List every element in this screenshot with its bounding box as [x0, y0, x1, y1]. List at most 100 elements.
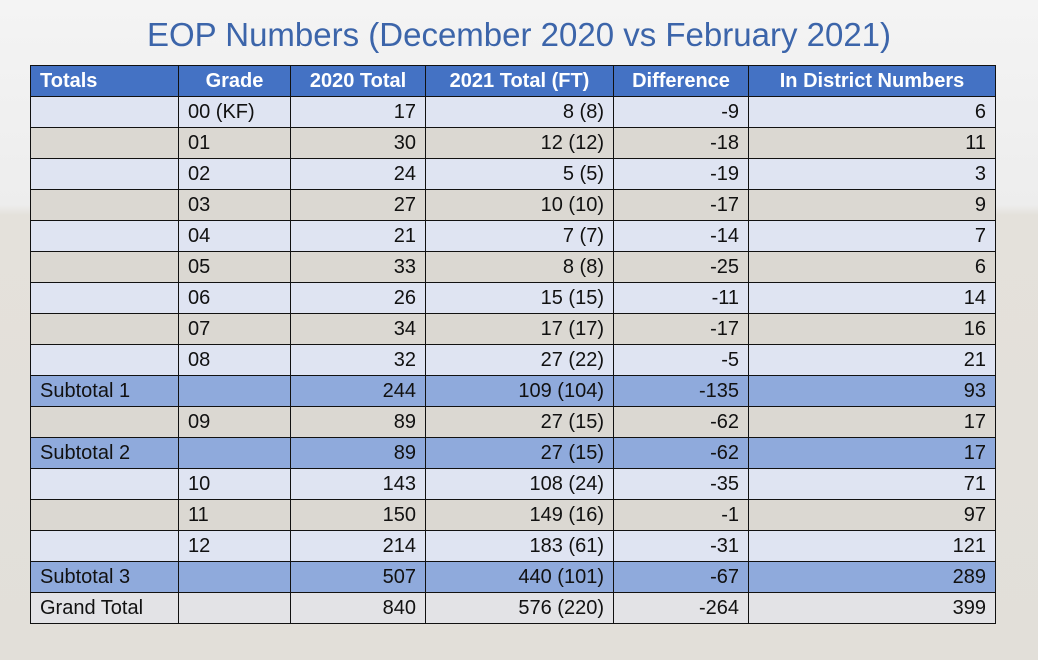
table-cell: 04	[178, 220, 291, 252]
table-row: 00 (KF) 17 8 (8) -9 6	[30, 96, 996, 128]
table-cell: 143	[290, 468, 426, 500]
table-cell: 244	[290, 375, 426, 407]
table-cell: 08	[178, 344, 291, 376]
data-table: Totals Grade 2020 Total 2021 Total (FT) Diff…	[30, 65, 996, 624]
table-cell: 27 (15)	[425, 406, 614, 438]
table-cell: -9	[613, 96, 749, 128]
table-row: 09 89 27 (15) -62 17	[30, 406, 996, 438]
table-cell: 05	[178, 251, 291, 283]
table-cell: -62	[613, 437, 749, 469]
table-cell: -17	[613, 189, 749, 221]
table-cell: 17	[748, 406, 996, 438]
table-cell: 12 (12)	[425, 127, 614, 159]
table-cell: 399	[748, 592, 996, 624]
table-cell	[178, 375, 291, 407]
table-cell: -19	[613, 158, 749, 190]
table-cell: -31	[613, 530, 749, 562]
table-row: 12 214 183 (61) -31 121	[30, 530, 996, 562]
table-cell: 289	[748, 561, 996, 593]
table-cell: 27	[290, 189, 426, 221]
table-cell: 17	[290, 96, 426, 128]
table-cell: 7 (7)	[425, 220, 614, 252]
table-cell: 17 (17)	[425, 313, 614, 345]
table-cell: 10	[178, 468, 291, 500]
table-cell: 108 (24)	[425, 468, 614, 500]
table-cell: 89	[290, 406, 426, 438]
table-cell	[30, 189, 179, 221]
table-row: 10 143 108 (24) -35 71	[30, 468, 996, 500]
table-row: 07 34 17 (17) -17 16	[30, 313, 996, 345]
table-row: 03 27 10 (10) -17 9	[30, 189, 996, 221]
table-cell	[30, 499, 179, 531]
table-cell: -14	[613, 220, 749, 252]
table-cell: 30	[290, 127, 426, 159]
table-cell: 11	[178, 499, 291, 531]
table-row: 11 150 149 (16) -1 97	[30, 499, 996, 531]
table-cell	[178, 561, 291, 593]
header-cell: Difference	[613, 65, 749, 97]
table-cell	[30, 127, 179, 159]
table-cell: 3	[748, 158, 996, 190]
header-cell: 2020 Total	[290, 65, 426, 97]
table-cell: 6	[748, 96, 996, 128]
table-cell	[30, 96, 179, 128]
table-cell: 14	[748, 282, 996, 314]
table-cell	[30, 406, 179, 438]
table-cell: Subtotal 2	[30, 437, 179, 469]
table-cell: 03	[178, 189, 291, 221]
table-cell: 6	[748, 251, 996, 283]
table-cell: 150	[290, 499, 426, 531]
table-cell: 17	[748, 437, 996, 469]
table-cell	[30, 313, 179, 345]
table-cell: 27 (15)	[425, 437, 614, 469]
table-cell: 97	[748, 499, 996, 531]
table-cell: 5 (5)	[425, 158, 614, 190]
table-cell: 09	[178, 406, 291, 438]
table-cell: 12	[178, 530, 291, 562]
table-cell	[30, 344, 179, 376]
table-row: 05 33 8 (8) -25 6	[30, 251, 996, 283]
table-cell: -5	[613, 344, 749, 376]
table-cell: -62	[613, 406, 749, 438]
table-cell: 8 (8)	[425, 251, 614, 283]
table-cell: 71	[748, 468, 996, 500]
table-row: Grand Total 840 576 (220) -264 399	[30, 592, 996, 624]
table-cell: 02	[178, 158, 291, 190]
table-row: 08 32 27 (22) -5 21	[30, 344, 996, 376]
table-cell: -17	[613, 313, 749, 345]
table-cell: 89	[290, 437, 426, 469]
table-cell	[30, 468, 179, 500]
table-cell	[178, 592, 291, 624]
table-row: 04 21 7 (7) -14 7	[30, 220, 996, 252]
header-cell: Grade	[178, 65, 291, 97]
table-cell: 15 (15)	[425, 282, 614, 314]
table-cell	[30, 251, 179, 283]
table-cell: -25	[613, 251, 749, 283]
table-cell: 840	[290, 592, 426, 624]
table-cell: -1	[613, 499, 749, 531]
table-cell: Grand Total	[30, 592, 179, 624]
table-cell: -135	[613, 375, 749, 407]
table-cell: 21	[748, 344, 996, 376]
table-cell: 93	[748, 375, 996, 407]
table-cell: 07	[178, 313, 291, 345]
table-cell: 507	[290, 561, 426, 593]
table-cell: 8 (8)	[425, 96, 614, 128]
table-cell: 183 (61)	[425, 530, 614, 562]
table-cell: 440 (101)	[425, 561, 614, 593]
table-cell: 06	[178, 282, 291, 314]
title: EOP Numbers (December 2020 vs February 2…	[146, 16, 892, 53]
table-cell: 9	[748, 189, 996, 221]
table-cell: 24	[290, 158, 426, 190]
table-cell: 576 (220)	[425, 592, 614, 624]
table-cell: 109 (104)	[425, 375, 614, 407]
table-cell: 32	[290, 344, 426, 376]
header-cell: In District Numbers	[748, 65, 996, 97]
table-cell: 121	[748, 530, 996, 562]
table-row: Subtotal 3 507 440 (101) -67 289	[30, 561, 996, 593]
table-cell: -18	[613, 127, 749, 159]
table-cell: 7	[748, 220, 996, 252]
table-row: 01 30 12 (12) -18 11	[30, 127, 996, 159]
table-row: 06 26 15 (15) -11 14	[30, 282, 996, 314]
